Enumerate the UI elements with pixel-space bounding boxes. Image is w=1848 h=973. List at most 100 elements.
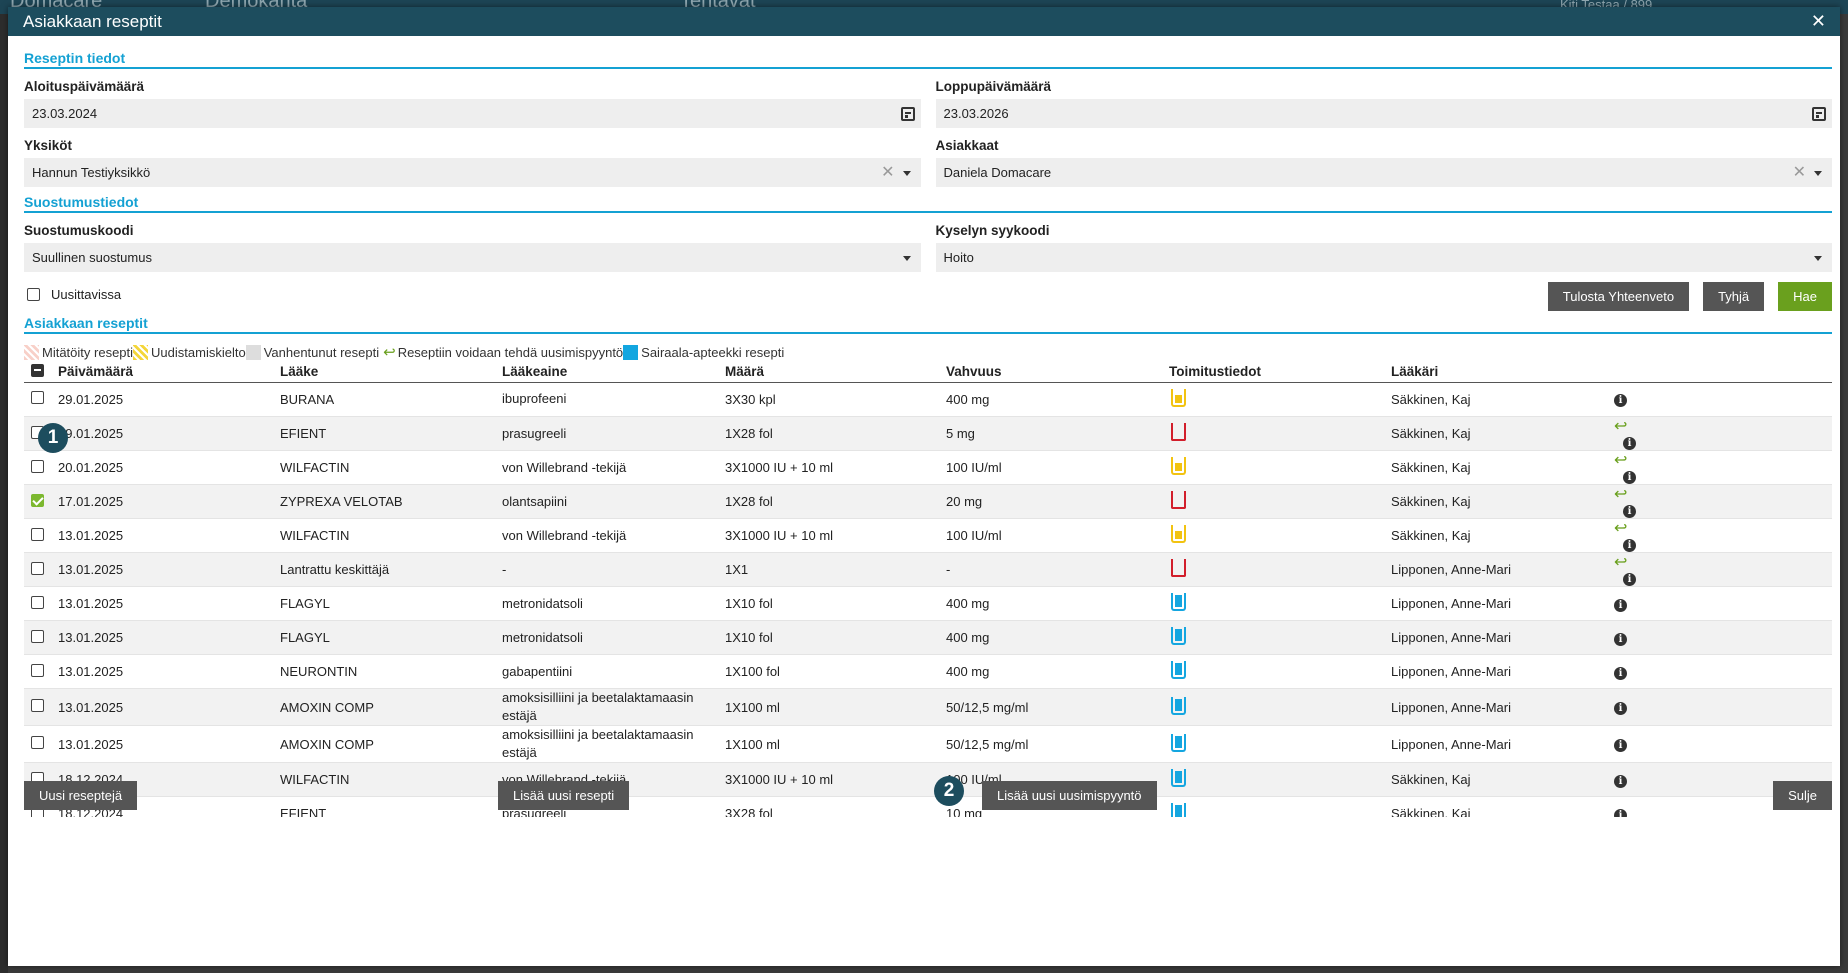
section-consent-info: Suostumustiedot [24,190,1832,213]
red-cup-icon[interactable] [1171,559,1186,577]
red-cup-icon[interactable] [1171,491,1186,509]
info-icon[interactable]: i [1623,539,1636,552]
table-row[interactable]: 13.01.2025 NEURONTIN gabapentiini 1X100 fol… [24,654,1832,689]
search-button[interactable]: Hae [1778,282,1832,311]
cell-date: 20.01.2025 [58,450,280,485]
row-checkbox[interactable] [31,736,44,749]
header-delivery[interactable]: Toimitustiedot [1169,362,1391,383]
table-row[interactable]: 13.01.2025 AMOXIN COMP amoksisilliini ja b… [24,725,1832,763]
consent-code-value: Suullinen suostumus [32,250,152,265]
close-icon[interactable]: ✕ [1810,11,1826,31]
blue-cup-icon[interactable] [1171,661,1186,679]
cell-drug: ZYPREXA VELOTAB [280,484,502,519]
info-icon[interactable]: i [1623,471,1636,484]
legend-expired: Vanhentunut resepti [263,344,380,360]
header-amount[interactable]: Määrä [725,362,946,383]
renew-arrow-icon[interactable]: ↩ [1614,418,1628,435]
end-date-input[interactable]: 23.03.2026 [935,99,1832,128]
info-icon[interactable]: i [1614,808,1627,817]
blue-cup-icon[interactable] [1171,627,1186,645]
blue-cup-icon[interactable] [1171,696,1186,715]
renew-arrow-icon[interactable]: ↩ [1614,452,1628,469]
table-row[interactable]: 13.01.2025 FLAGYL metronidatsoli 1X10 fol 40… [24,620,1832,655]
clear-icon[interactable]: ✕ [1792,164,1806,181]
table-row[interactable]: 18.12.2024 EFIENT prasugreeli 3X28 fol 10 mg… [24,796,1832,817]
red-cup-icon[interactable] [1171,423,1186,441]
customers-select[interactable]: Daniela Domacare ✕ [935,158,1832,187]
info-icon[interactable]: i [1614,739,1627,752]
row-checkbox[interactable] [31,527,44,541]
table-row[interactable]: 20.01.2025 WILFACTIN von Willebrand -tekij… [24,450,1832,485]
renew-arrow-icon[interactable]: ↩ [1614,520,1628,537]
renew-arrow-icon[interactable]: ↩ [1614,486,1628,503]
cell-drug: WILFACTIN [280,450,502,485]
cell-doctor: Säkkinen, Kaj [1391,416,1614,451]
table-row[interactable]: 29.01.2025 EFIENT prasugreeli 1X28 fol 5 mg S… [24,416,1832,451]
chevron-down-icon[interactable] [902,171,911,176]
cell-date: 13.01.2025 [58,688,280,726]
yellow-cup-icon[interactable] [1171,525,1186,543]
info-icon[interactable]: i [1614,598,1627,612]
row-checkbox[interactable] [31,391,44,405]
table-row[interactable]: 13.01.2025 FLAGYL metronidatsoli 1X10 fol 40… [24,586,1832,621]
calendar-icon[interactable] [1812,107,1826,121]
add-renewal-request-button[interactable]: Lisää uusi uusimispyyntö [982,781,1157,810]
info-icon[interactable]: i [1614,666,1627,680]
header-strength[interactable]: Vahvuus [946,362,1169,383]
renew-arrow-icon[interactable]: ↩ [1614,554,1628,571]
table-row[interactable]: 29.01.2025 BURANA ibuprofeeni 3X30 kpl 400 m… [24,382,1832,417]
units-select[interactable]: Hannun Testiyksikkö ✕ [24,158,921,187]
legend-cancelled-swatch [24,344,39,360]
close-button[interactable]: Sulje [1773,781,1832,810]
table-row[interactable]: 17.01.2025 ZYPREXA VELOTAB olantsapiini 1X2… [24,484,1832,519]
header-drug[interactable]: Lääke [280,362,502,383]
print-summary-button[interactable]: Tulosta Yhteenveto [1547,282,1690,311]
table-scroll-area[interactable]: 29.01.2025 BURANA ibuprofeeni 3X30 kpl 400 m… [24,382,1832,817]
blue-cup-icon[interactable] [1171,803,1186,817]
add-prescription-button[interactable]: Lisää uusi resepti [498,781,630,810]
row-checkbox[interactable] [31,459,44,473]
info-icon[interactable]: i [1623,573,1636,586]
row-checkbox[interactable] [31,629,44,643]
header-doctor[interactable]: Lääkäri [1391,362,1614,383]
blue-cup-icon[interactable] [1171,593,1186,611]
info-icon[interactable]: i [1614,702,1627,715]
table-row[interactable]: 13.01.2025 WILFACTIN von Willebrand -tekij… [24,518,1832,553]
header-date[interactable]: Päivämäärä [58,362,280,383]
cell-ingredient: metronidatsoli [502,586,725,621]
cell-drug: FLAGYL [280,620,502,655]
yellow-cup-icon[interactable] [1171,457,1186,475]
row-checkbox[interactable] [31,699,44,712]
row-checkbox[interactable] [31,663,44,677]
consent-code-select[interactable]: Suullinen suostumus [24,243,921,272]
cell-strength: 100 IU/ml [946,450,1169,485]
select-all-checkbox[interactable] [31,363,44,377]
table-row[interactable]: 13.01.2025 Lantrattu keskittäjä -1X1- Lippo… [24,552,1832,587]
header-ingredient[interactable]: Lääkeaine [502,362,725,383]
blue-cup-icon[interactable] [1171,769,1186,787]
consent-code-label: Suostumuskoodi [24,223,134,238]
renewable-checkbox[interactable] [27,287,40,301]
row-checkbox[interactable] [31,595,44,609]
calendar-icon[interactable] [900,107,915,121]
clear-icon[interactable]: ✕ [881,164,895,181]
blue-cup-icon[interactable] [1171,733,1186,752]
clear-button[interactable]: Tyhjä [1703,282,1765,311]
chevron-down-icon[interactable] [1814,171,1822,176]
chevron-down-icon[interactable] [1814,256,1822,261]
info-icon[interactable]: i [1623,437,1636,450]
new-prescriptions-button[interactable]: Uusi reseptejä [24,781,138,810]
cell-drug: AMOXIN COMP [280,725,502,763]
chevron-down-icon[interactable] [902,256,911,261]
info-icon[interactable]: i [1614,632,1627,646]
info-icon[interactable]: i [1614,774,1627,788]
cell-ingredient: metronidatsoli [502,620,725,655]
row-checkbox[interactable] [31,493,44,507]
start-date-input[interactable]: 23.03.2024 [24,99,921,128]
yellow-cup-icon[interactable] [1171,388,1186,407]
row-checkbox[interactable] [31,561,44,575]
info-icon[interactable]: i [1614,394,1627,408]
query-reason-select[interactable]: Hoito [935,243,1832,272]
table-row[interactable]: 13.01.2025 AMOXIN COMP amoksisilliini ja b… [24,688,1832,726]
info-icon[interactable]: i [1623,505,1636,518]
